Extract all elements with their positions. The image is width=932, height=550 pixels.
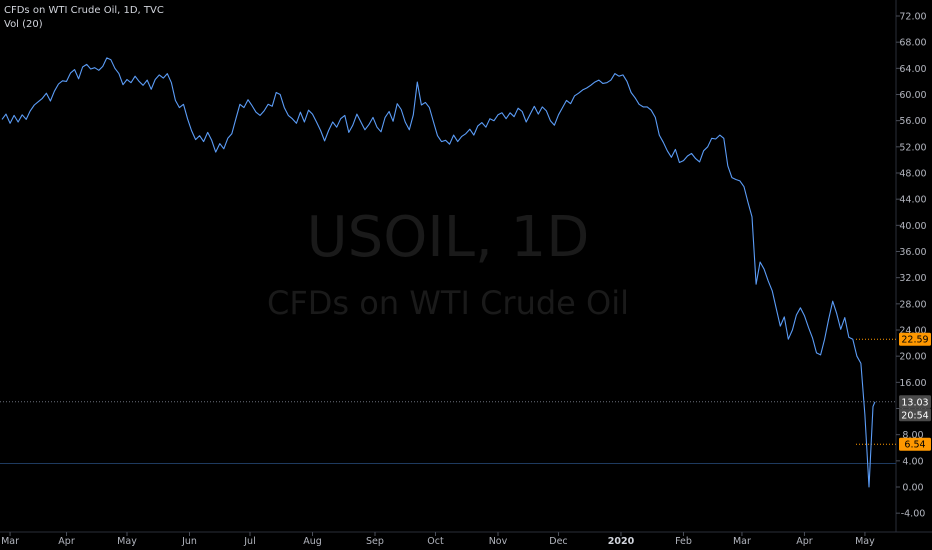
series-line <box>1 57 876 488</box>
x-tick-label: Feb <box>675 536 692 547</box>
price-lines <box>0 338 896 464</box>
y-tick-label: 48.00 <box>899 169 926 180</box>
legend-indicator[interactable]: Vol (20) <box>4 19 43 30</box>
price-badge <box>899 437 931 451</box>
x-tick-label: Dec <box>549 536 567 547</box>
x-tick-label: Apr <box>58 536 75 547</box>
chart-legend: CFDs on WTI Crude Oil, 1D, TVC Vol (20) <box>4 4 164 32</box>
price-badge <box>899 332 931 346</box>
watermark-symbol: USOIL, 1D <box>307 205 590 270</box>
time-axis[interactable]: Mar Apr May Jun Jul Aug Sep Oct Nov Dec 2020 Feb Mar… <box>1 532 875 547</box>
watermark-description: CFDs on WTI Crude Oil <box>267 284 629 322</box>
x-tick-label: Mar <box>733 536 751 547</box>
y-tick-label: 68.00 <box>899 38 926 49</box>
y-tick-label: 56.00 <box>899 116 926 127</box>
y-tick-label: 32.00 <box>899 273 926 284</box>
legend-title[interactable]: CFDs on WTI Crude Oil, 1D, TVC <box>4 5 164 16</box>
price-badge <box>899 408 931 422</box>
watermark: USOIL, 1D CFDs on WTI Crude Oil <box>267 205 629 322</box>
x-tick-label: Nov <box>489 536 508 547</box>
price-badge-label: 22.59 <box>901 335 928 346</box>
y-tick-label: -4.00 <box>901 509 926 520</box>
y-tick-label: 52.00 <box>899 142 926 153</box>
y-tick-label: 72.00 <box>899 12 926 23</box>
y-tick-label: 0.00 <box>902 483 923 494</box>
x-tick-label: Oct <box>427 536 444 547</box>
y-tick-label: 16.00 <box>899 378 926 389</box>
y-tick-label: 8.00 <box>902 430 923 441</box>
y-tick-label: 4.00 <box>902 456 923 467</box>
y-tick-label: 20.00 <box>899 352 926 363</box>
price-badges: 22.59 13.03 20:54 6.54 <box>899 332 931 451</box>
x-tick-label: May <box>117 536 137 547</box>
x-tick-label: Mar <box>1 536 19 547</box>
x-tick-label: Sep <box>366 536 384 547</box>
price-series <box>1 57 876 488</box>
price-badge-label: 20:54 <box>901 410 928 421</box>
price-badge-label: 13.03 <box>901 397 928 408</box>
price-axis[interactable]: 72.00 68.00 64.00 60.00 56.00 52.00 48.00 44.00… <box>896 12 927 520</box>
price-badge-label: 6.54 <box>904 440 925 451</box>
x-tick-label: Aug <box>303 536 322 547</box>
y-tick-label: 40.00 <box>899 221 926 232</box>
x-tick-label: May <box>855 536 875 547</box>
x-tick-label: 2020 <box>608 536 635 547</box>
x-tick-label: Apr <box>796 536 813 547</box>
x-tick-label: Jul <box>243 536 255 547</box>
y-tick-label: 64.00 <box>899 64 926 75</box>
y-tick-label: 36.00 <box>899 247 926 258</box>
y-tick-label: 28.00 <box>899 299 926 310</box>
y-tick-label: 24.00 <box>899 326 926 337</box>
y-tick-label: 44.00 <box>899 195 926 206</box>
y-tick-label: 60.00 <box>899 90 926 101</box>
price-badge <box>899 395 931 409</box>
x-tick-label: Jun <box>181 536 197 547</box>
